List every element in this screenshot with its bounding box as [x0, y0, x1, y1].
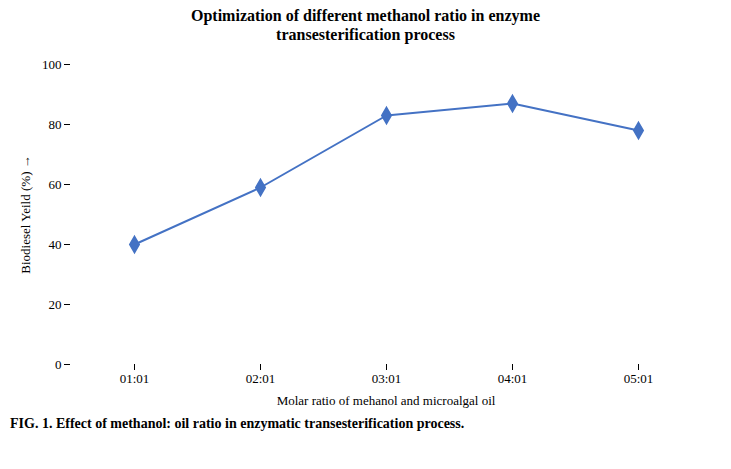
svg-text:Biodiesel Yeild (%) →: Biodiesel Yeild (%) →: [18, 155, 33, 273]
svg-text:20: 20: [49, 297, 62, 312]
svg-text:80: 80: [49, 117, 62, 132]
svg-text:04:01: 04:01: [498, 371, 528, 386]
svg-text:100: 100: [42, 57, 62, 72]
html-text:FIG. 1. Effect of methanol: oi: FIG. 1. Effect of methanol: oil ratio in…: [10, 416, 465, 431]
svg-text:03:01: 03:01: [372, 371, 402, 386]
svg-text:0: 0: [55, 357, 62, 372]
svg-text:Molar ratio of mehanol and mic: Molar ratio of mehanol and microalgal oi…: [277, 393, 496, 408]
svg-text:05:01: 05:01: [624, 371, 654, 386]
svg-text:01:01: 01:01: [120, 371, 150, 386]
svg-text:02:01: 02:01: [246, 371, 276, 386]
svg-text:40: 40: [49, 237, 62, 252]
svg-text:60: 60: [49, 177, 62, 192]
html-text:Optimization of different meth: Optimization of different methanol ratio…: [191, 7, 540, 43]
